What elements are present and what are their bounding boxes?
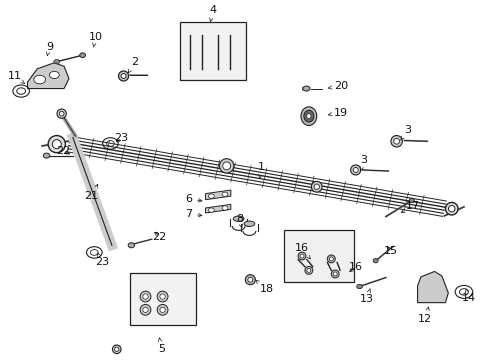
Ellipse shape [52, 140, 61, 149]
Ellipse shape [121, 73, 126, 78]
Ellipse shape [142, 307, 148, 312]
Ellipse shape [59, 111, 64, 116]
Text: 16: 16 [348, 262, 362, 272]
Ellipse shape [222, 162, 230, 170]
Ellipse shape [393, 138, 399, 144]
Polygon shape [205, 204, 230, 213]
Polygon shape [27, 63, 69, 89]
Ellipse shape [160, 294, 165, 299]
Text: 17: 17 [401, 201, 419, 212]
Text: 18: 18 [255, 280, 273, 294]
Ellipse shape [43, 153, 50, 158]
Text: 14: 14 [461, 289, 475, 303]
Ellipse shape [305, 266, 312, 274]
Ellipse shape [298, 252, 305, 260]
Ellipse shape [157, 305, 167, 315]
Ellipse shape [142, 294, 148, 299]
Text: 3: 3 [400, 125, 410, 140]
Ellipse shape [372, 258, 377, 263]
Ellipse shape [219, 159, 233, 173]
Ellipse shape [57, 109, 66, 118]
Ellipse shape [247, 277, 252, 282]
Text: 15: 15 [383, 246, 397, 256]
Ellipse shape [326, 255, 335, 263]
Ellipse shape [245, 275, 255, 285]
Ellipse shape [302, 86, 309, 91]
Text: 12: 12 [417, 307, 431, 324]
Ellipse shape [128, 243, 134, 248]
Text: 9: 9 [46, 42, 53, 55]
Ellipse shape [356, 284, 362, 289]
Ellipse shape [408, 198, 413, 203]
Text: 3: 3 [360, 155, 366, 171]
Text: 23: 23 [95, 253, 109, 267]
Ellipse shape [306, 269, 310, 273]
Ellipse shape [306, 114, 310, 119]
Ellipse shape [118, 71, 128, 81]
Ellipse shape [447, 206, 454, 212]
Ellipse shape [328, 257, 333, 261]
Ellipse shape [48, 135, 65, 153]
Circle shape [222, 192, 227, 197]
Ellipse shape [80, 53, 85, 58]
Bar [130, 273, 195, 325]
Text: 8: 8 [236, 215, 243, 228]
Text: 10: 10 [89, 32, 102, 47]
Ellipse shape [160, 307, 165, 312]
Circle shape [222, 206, 227, 210]
Text: 2: 2 [128, 57, 138, 73]
Text: 21: 21 [83, 184, 98, 201]
Text: 16: 16 [294, 243, 310, 259]
Ellipse shape [311, 181, 322, 192]
Text: 23: 23 [114, 133, 128, 143]
Text: 5: 5 [158, 338, 165, 354]
Ellipse shape [350, 165, 360, 175]
Circle shape [208, 194, 214, 198]
Ellipse shape [244, 221, 254, 226]
Ellipse shape [390, 135, 402, 147]
Ellipse shape [300, 107, 316, 126]
Circle shape [49, 71, 59, 78]
Text: 22: 22 [56, 145, 70, 156]
Ellipse shape [114, 347, 119, 351]
Ellipse shape [140, 305, 151, 315]
Circle shape [34, 75, 45, 84]
Text: 6: 6 [184, 194, 202, 204]
Text: 4: 4 [209, 5, 216, 21]
Ellipse shape [330, 270, 339, 278]
Polygon shape [205, 190, 230, 200]
Text: 11: 11 [7, 71, 24, 84]
Ellipse shape [233, 216, 244, 221]
Ellipse shape [112, 345, 121, 354]
Polygon shape [417, 271, 447, 303]
Ellipse shape [303, 110, 313, 122]
Ellipse shape [300, 254, 304, 258]
Ellipse shape [332, 272, 337, 276]
Circle shape [54, 59, 60, 64]
Circle shape [208, 208, 214, 212]
Text: 22: 22 [152, 232, 166, 242]
Ellipse shape [157, 291, 167, 302]
Ellipse shape [352, 167, 357, 172]
Text: 7: 7 [184, 209, 202, 219]
Bar [180, 22, 245, 80]
Bar [283, 230, 353, 282]
Ellipse shape [140, 291, 151, 302]
Text: 1: 1 [258, 162, 264, 178]
Text: 19: 19 [327, 108, 347, 118]
Ellipse shape [445, 202, 457, 215]
Text: 20: 20 [327, 81, 347, 91]
Ellipse shape [313, 184, 319, 189]
Text: 13: 13 [359, 289, 373, 304]
